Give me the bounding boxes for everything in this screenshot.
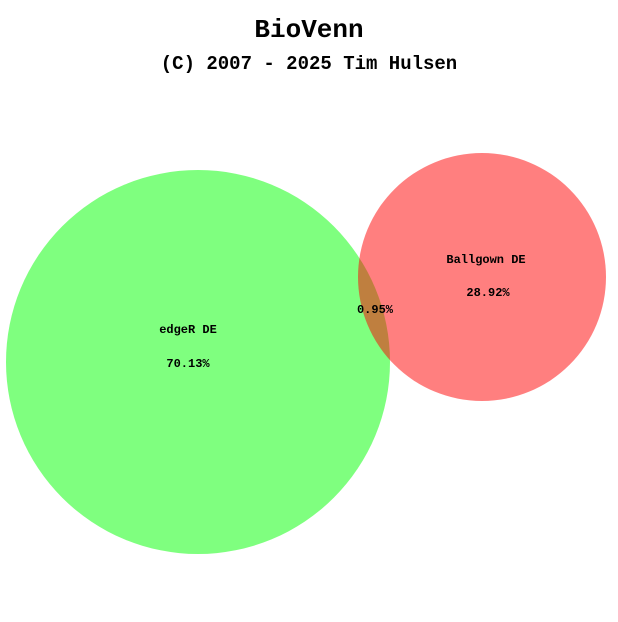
- edger-de-label: edgeR DE: [159, 323, 217, 337]
- edger-de-circle: [6, 170, 390, 554]
- ballgown-de-circle: [358, 153, 606, 401]
- page-title: BioVenn: [254, 15, 363, 45]
- page-subtitle: (C) 2007 - 2025 Tim Hulsen: [161, 53, 457, 75]
- overlap-percent: 0.95%: [357, 303, 394, 317]
- ballgown-de-percent: 28.92%: [466, 286, 510, 300]
- edger-de-percent: 70.13%: [166, 357, 210, 371]
- ballgown-de-label: Ballgown DE: [446, 253, 525, 267]
